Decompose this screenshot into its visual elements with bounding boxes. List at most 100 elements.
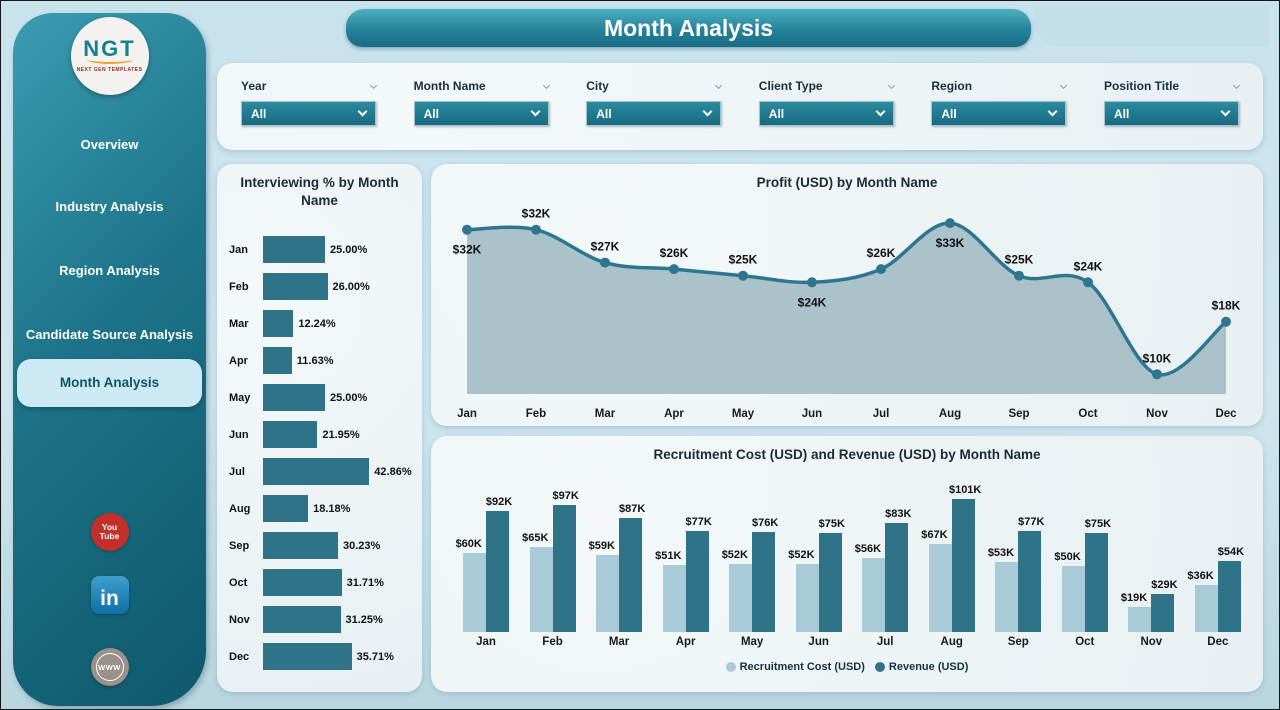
chevron-down-icon[interactable] [1232, 81, 1241, 89]
revenue-bar-mar[interactable] [619, 517, 643, 632]
data-label: $26K [867, 246, 896, 260]
bar[interactable] [263, 347, 292, 375]
data-point-aug[interactable] [945, 218, 955, 229]
bar[interactable] [263, 643, 352, 671]
bar[interactable] [263, 421, 318, 449]
filter-dropdown[interactable]: All [241, 101, 376, 126]
chevron-down-icon[interactable] [715, 81, 723, 89]
data-label: $24K [798, 295, 827, 309]
cost-bar-apr[interactable] [662, 565, 686, 632]
sidebar-item-candidate-source-analysis[interactable]: Candidate Source Analysis [25, 327, 194, 342]
chevron-down-icon[interactable] [887, 81, 895, 89]
data-label: $25K [1005, 253, 1034, 267]
y-axis-label: Sep [229, 539, 250, 552]
chart-title: Recruitment Cost (USD) and Revenue (USD)… [653, 447, 1041, 462]
revenue-bar-may[interactable] [752, 532, 776, 632]
y-axis-label: Aug [229, 502, 251, 515]
data-point-mar[interactable] [600, 257, 610, 268]
chevron-down-icon[interactable] [1060, 81, 1068, 89]
data-label: $83K [885, 507, 912, 520]
sidebar-item-industry-analysis[interactable]: Industry Analysis [55, 199, 164, 214]
x-axis-label: Mar [595, 408, 616, 420]
data-label: $54K [1217, 546, 1245, 558]
bar[interactable] [263, 273, 328, 301]
bar[interactable] [263, 606, 341, 634]
chevron-down-icon[interactable] [369, 81, 378, 89]
cost-bar-jun[interactable] [795, 563, 819, 632]
cost-bar-feb[interactable] [529, 546, 553, 632]
data-point-jun[interactable] [807, 277, 817, 288]
data-point-jul[interactable] [876, 264, 886, 275]
revenue-bar-feb[interactable] [552, 504, 576, 632]
data-label: $10K [1143, 351, 1172, 365]
cost-bar-oct[interactable] [1061, 566, 1085, 632]
profit-chart-card: Profit (USD) by Month Name $32K Jan $32K Fe… [431, 164, 1263, 426]
x-axis-label: Mar [608, 636, 630, 648]
top-right-panel [1033, 5, 1269, 47]
data-point-dec[interactable] [1221, 316, 1231, 327]
bar[interactable] [263, 495, 309, 523]
data-point-apr[interactable] [669, 264, 679, 275]
bar[interactable] [263, 458, 370, 486]
data-label: 25.00% [330, 243, 368, 256]
data-label: $26K [660, 246, 689, 260]
bar[interactable] [263, 532, 338, 560]
website-globe-icon[interactable]: WWW [90, 648, 129, 686]
revenue-bar-apr[interactable] [685, 530, 709, 632]
revenue-bar-sep[interactable] [1018, 530, 1042, 632]
data-point-oct[interactable] [1083, 277, 1093, 288]
revenue-bar-aug[interactable] [951, 499, 975, 632]
x-axis-label: Aug [940, 636, 963, 648]
x-axis-label: Apr [675, 636, 696, 648]
data-point-may[interactable] [738, 270, 748, 281]
data-point-nov[interactable] [1152, 369, 1162, 380]
x-axis-label: Oct [1078, 408, 1097, 420]
x-axis-label: Dec [1207, 636, 1229, 648]
cost-bar-jan[interactable] [463, 553, 486, 632]
bar[interactable] [263, 236, 325, 264]
data-point-sep[interactable] [1014, 270, 1024, 281]
data-label: $24K [1074, 259, 1103, 273]
cost-revenue-chart-card: Recruitment Cost (USD) and Revenue (USD)… [431, 436, 1263, 692]
logo-text: NGT [83, 38, 135, 60]
cost-bar-jul[interactable] [862, 558, 886, 632]
data-label: $36K [1187, 569, 1214, 582]
bar[interactable] [263, 310, 294, 338]
revenue-bar-jul[interactable] [885, 522, 909, 632]
cost-bar-nov[interactable] [1128, 607, 1152, 632]
cost-bar-sep[interactable] [995, 562, 1019, 632]
filter-dropdown[interactable]: All [1103, 101, 1239, 126]
bar-group-jun: $52K $75K [788, 477, 845, 632]
sidebar-item-region-analysis[interactable]: Region Analysis [59, 263, 160, 278]
hbar-row-sep: Sep 30.23% [217, 527, 422, 564]
sidebar-item-overview[interactable]: Overview [80, 137, 139, 152]
filter-year: Year All [241, 79, 378, 150]
filter-dropdown[interactable]: All [758, 101, 894, 126]
revenue-bar-oct[interactable] [1084, 533, 1108, 632]
revenue-bar-dec[interactable] [1217, 561, 1241, 632]
legend-item: Revenue (USD) [874, 661, 968, 673]
youtube-icon[interactable]: You Tube [90, 513, 129, 551]
filter-dropdown[interactable]: All [931, 101, 1067, 126]
revenue-bar-nov[interactable] [1151, 593, 1175, 632]
chevron-down-icon[interactable] [542, 81, 550, 89]
cost-bar-aug[interactable] [928, 543, 952, 632]
cost-bar-may[interactable] [729, 563, 753, 632]
cost-bar-mar[interactable] [596, 554, 620, 632]
x-axis-label: Jul [873, 408, 890, 420]
sidebar-item-month-analysis[interactable]: Month Analysis [17, 359, 202, 407]
filter-dropdown[interactable]: All [586, 101, 722, 126]
filter-city: City All [586, 79, 723, 150]
filter-dropdown[interactable]: All [413, 101, 549, 126]
linkedin-icon[interactable]: in [90, 576, 129, 614]
data-point-feb[interactable] [531, 224, 541, 235]
data-point-jan[interactable] [462, 224, 472, 235]
bar[interactable] [263, 384, 325, 412]
chevron-down-icon [875, 106, 886, 117]
revenue-bar-jan[interactable] [486, 511, 509, 632]
hbar-row-aug: Aug 18.18% [217, 490, 422, 527]
x-axis-label: Dec [1215, 408, 1237, 420]
bar[interactable] [263, 569, 342, 597]
revenue-bar-jun[interactable] [818, 533, 842, 632]
cost-bar-dec[interactable] [1194, 584, 1218, 632]
